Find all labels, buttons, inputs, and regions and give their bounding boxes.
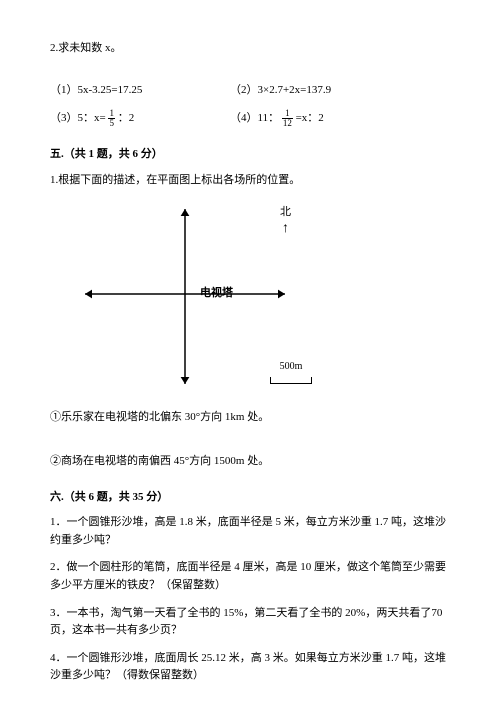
section-5-title: 五.（共 1 题，共 6 分） xyxy=(50,146,450,164)
equations-row-1: （1）5x-3.25=17.25 （2）3×2.7+2x=137.9 xyxy=(50,82,450,100)
eq-4: （4）11： 112 =x：2 xyxy=(230,109,324,128)
eq-4-pre: （4）11： xyxy=(230,112,282,124)
s5-item1: ①乐乐家在电视塔的北偏东 30°方向 1km 处。 xyxy=(50,409,450,427)
s6-q4: 4．一个圆锥形沙堆，底面周长 25.12 米，高 3 米。如果每立方米沙重 1.… xyxy=(50,650,450,685)
tv-tower-label: 电视塔 xyxy=(200,285,233,303)
s5-item2: ②商场在电视塔的南偏西 45°方向 1500m 处。 xyxy=(50,453,450,471)
north-indicator: 北 ↑ xyxy=(280,204,291,236)
s6-q3: 3．一本书，淘气第一天看了全书的 15%，第二天看了全书的 20%，两天共看了7… xyxy=(50,605,450,640)
north-label: 北 xyxy=(280,206,291,218)
diagram: 北 ↑ 电视塔 500m xyxy=(50,199,450,399)
eq-4-frac: 112 xyxy=(282,109,293,128)
equations-row-2: （3）5：x= 15 ：2 （4）11： 112 =x：2 xyxy=(50,109,450,128)
section-6-title: 六.（共 6 题，共 35 分） xyxy=(50,489,450,507)
north-arrow-icon: ↑ xyxy=(280,222,291,236)
scale-label: 500m xyxy=(280,361,303,372)
scale-bar: 500m xyxy=(270,359,312,384)
scale-bar-icon xyxy=(270,377,312,384)
eq-1: （1）5x-3.25=17.25 xyxy=(50,82,230,100)
eq-3-post: ：2 xyxy=(115,112,134,124)
s5-q1: 1.根据下面的描述，在平面图上标出各场所的位置。 xyxy=(50,172,450,190)
eq-3-pre: （3）5：x= xyxy=(50,112,108,124)
s6-q2: 2．做一个圆柱形的笔筒，底面半径是 4 厘米，高是 10 厘米，做这个笔筒至少需… xyxy=(50,559,450,594)
q2-title: 2.求未知数 x。 xyxy=(50,40,450,58)
eq-2: （2）3×2.7+2x=137.9 xyxy=(230,82,331,100)
eq-3: （3）5：x= 15 ：2 xyxy=(50,109,230,128)
eq-4-post: =x：2 xyxy=(293,112,324,124)
s6-q1: 1．一个圆锥形沙堆，高是 1.8 米，底面半径是 5 米，每立方米沙重 1.7 … xyxy=(50,514,450,549)
